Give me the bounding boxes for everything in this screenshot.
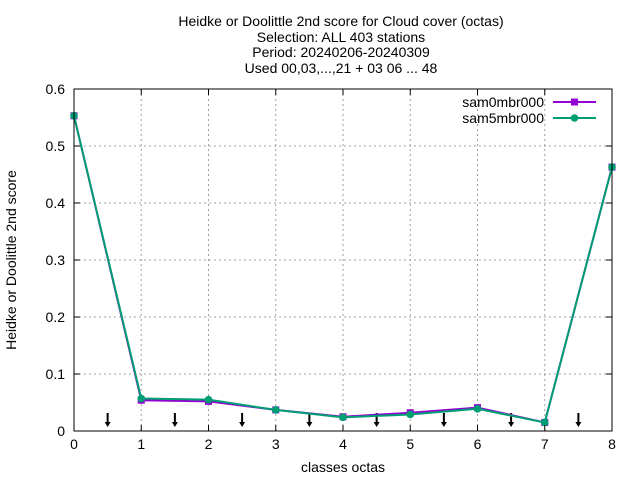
y-tick-label: 0.2: [46, 309, 66, 325]
axis-ticks: 0 1 2 3 4 5 6 7 8 0 0.1 0.2 0.3 0.4 0.5 0.6: [46, 81, 617, 452]
grid-lines: [74, 89, 612, 431]
x-tick-label: 2: [205, 436, 213, 452]
arrow-markers: [104, 413, 582, 427]
arrow-marker-head: [104, 422, 111, 427]
y-axis-label: Heidke or Doolittle 2nd score: [3, 170, 19, 350]
y-tick-label: 0.4: [46, 195, 66, 211]
arrow-marker-head: [575, 422, 582, 427]
x-tick-label: 5: [406, 436, 414, 452]
arrow-marker-head: [306, 422, 313, 427]
title-line-1: Heidke or Doolittle 2nd score for Cloud …: [178, 13, 503, 29]
legend-swatch-marker: [571, 98, 578, 106]
y-tick-label: 0.5: [46, 138, 66, 154]
x-tick-label: 0: [70, 436, 78, 452]
data-series: [70, 111, 616, 427]
y-tick-label: 0.6: [46, 81, 66, 97]
x-tick-label: 6: [474, 436, 482, 452]
x-tick-label: 1: [137, 436, 145, 452]
arrow-marker-head: [171, 422, 178, 427]
arrow-marker-head: [440, 422, 447, 427]
title-line-3: Period: 20240206-20240309: [252, 44, 430, 60]
x-tick-label: 3: [272, 436, 280, 452]
legend-label: sam0mbr000: [462, 94, 544, 110]
data-point-sam5mbr000: [339, 413, 347, 422]
arrow-marker-head: [239, 422, 246, 427]
data-point-sam5mbr000: [271, 406, 280, 414]
data-point-sam5mbr000: [473, 404, 482, 413]
data-point-sam5mbr000: [137, 394, 146, 403]
title-line-2: Selection: ALL 403 stations: [257, 29, 425, 45]
x-axis-label: classes octas: [301, 459, 385, 475]
arrow-marker-head: [373, 422, 380, 427]
y-tick-label: 0.1: [46, 366, 66, 382]
data-point-sam5mbr000: [204, 395, 213, 404]
data-point-sam5mbr000: [540, 418, 549, 427]
data-point-sam5mbr000: [406, 410, 415, 419]
y-tick-label: 0: [57, 423, 65, 439]
x-tick-label: 7: [541, 436, 549, 452]
chart-title: Heidke or Doolittle 2nd score for Cloud …: [178, 13, 503, 76]
y-tick-label: 0.3: [46, 252, 66, 268]
arrow-marker-head: [508, 422, 515, 427]
title-line-4: Used 00,03,...,21 + 03 06 ... 48: [245, 60, 438, 76]
x-tick-label: 4: [339, 436, 347, 452]
legend-label: sam5mbr000: [462, 110, 544, 126]
legend-swatch-marker: [570, 114, 579, 122]
x-tick-label: 8: [608, 436, 616, 452]
